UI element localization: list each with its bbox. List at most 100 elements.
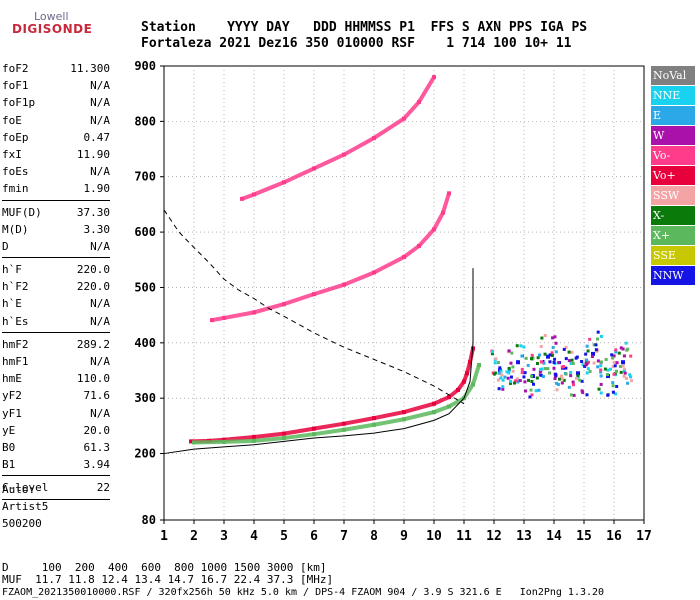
spread-echo — [558, 377, 562, 381]
spread-echo — [617, 351, 621, 355]
echo-point — [465, 371, 469, 376]
echo-point — [432, 227, 436, 232]
param-name: foF2 — [2, 62, 29, 75]
echo-point — [621, 360, 625, 365]
spread-echo — [522, 345, 526, 349]
spread-echo — [551, 336, 555, 340]
param-row: foEs N/A — [2, 163, 110, 180]
spread-echo — [536, 356, 540, 360]
spread-echo — [560, 381, 564, 385]
x-tick-label: 8 — [370, 529, 378, 544]
spread-echo — [560, 377, 564, 381]
spread-echo — [612, 354, 616, 358]
spread-echo — [624, 376, 628, 380]
spread-echo — [618, 364, 622, 368]
spread-echo — [523, 380, 527, 384]
spread-echo — [559, 374, 563, 378]
spread-echo — [580, 389, 584, 393]
spread-echo — [507, 371, 511, 375]
spread-echo — [500, 373, 504, 377]
echo-point — [462, 379, 466, 384]
spread-echo — [542, 361, 546, 365]
param-row: hmE 110.0 — [2, 370, 110, 387]
spread-echo — [499, 369, 503, 373]
spread-echo — [596, 359, 600, 363]
echo-point — [372, 422, 376, 427]
legend-item: Vo- — [651, 146, 695, 165]
param-value: 11.300 — [70, 62, 110, 75]
y-tick-label: 400 — [134, 336, 156, 350]
lowell-logo-text: Lowell — [34, 10, 69, 23]
spread-echo — [520, 367, 524, 371]
echo-point — [591, 351, 595, 356]
spread-echo — [611, 356, 615, 360]
spread-echo — [555, 381, 559, 385]
spread-echo — [567, 385, 571, 389]
header-values: Fortaleza 2021 Dez16 350 010000 RSF 1 71… — [141, 36, 572, 51]
x-tick-label: 16 — [606, 529, 622, 544]
spread-echo — [585, 393, 589, 397]
legend-item: E — [651, 106, 695, 125]
auto-artist: Artist5 — [2, 500, 49, 513]
spread-echo — [552, 366, 556, 370]
spread-echo — [554, 341, 558, 345]
x-tick-label: 7 — [340, 529, 348, 544]
spread-echo — [564, 345, 568, 349]
spread-echo — [623, 371, 627, 375]
echo-point — [402, 255, 406, 260]
spread-echo — [530, 357, 534, 361]
spread-echo — [540, 360, 544, 364]
echo-point — [576, 371, 580, 376]
spread-echo — [569, 370, 573, 374]
spread-echo — [595, 349, 599, 353]
spread-echo — [612, 372, 616, 376]
echo-point — [471, 382, 475, 387]
x-tick-label: 15 — [576, 529, 592, 544]
spread-echo — [622, 369, 626, 373]
echo-point — [432, 75, 436, 80]
spread-echo — [526, 363, 530, 367]
legend-item: X- — [651, 206, 695, 225]
param-name: C-level — [2, 481, 49, 495]
echo-point — [192, 440, 196, 445]
spread-echo — [586, 349, 590, 353]
echo-point — [240, 196, 244, 201]
echo-point — [342, 421, 346, 426]
spread-echo — [543, 352, 547, 356]
spread-echo — [615, 361, 619, 365]
param-value: 71.6 — [83, 389, 111, 403]
spread-echo — [585, 362, 589, 366]
param-value: 110.0 — [76, 372, 110, 386]
spread-echo — [562, 378, 566, 382]
spread-echo — [536, 362, 540, 366]
echo-point — [516, 360, 520, 365]
echo-point — [456, 387, 460, 392]
echo-point — [222, 439, 226, 444]
param-name: M(D) — [2, 222, 29, 236]
param-row: fxI 11.90 — [2, 146, 110, 163]
spread-echo — [604, 357, 608, 361]
spread-echo — [606, 393, 610, 397]
spread-echo — [590, 355, 594, 359]
spread-echo — [580, 360, 584, 364]
spread-echo — [553, 357, 557, 361]
spread-echo — [615, 369, 619, 373]
param-row: M(D) 3.30 — [2, 221, 110, 238]
spread-echo — [534, 389, 538, 393]
param-name: MUF(D) — [2, 205, 42, 219]
echo-trace — [211, 192, 451, 323]
spread-echo — [599, 368, 603, 372]
echo-point — [282, 180, 286, 185]
param-name: B0 — [2, 440, 16, 454]
spread-echo — [535, 376, 539, 380]
spread-echo — [622, 354, 626, 358]
y-tick-label: 300 — [134, 391, 156, 405]
param-separator — [2, 498, 110, 500]
spread-echo — [520, 371, 524, 375]
echo-point — [282, 302, 286, 307]
spread-echo — [629, 354, 633, 358]
spread-echo — [548, 360, 552, 364]
echo-point — [342, 152, 346, 157]
spread-echo — [511, 365, 515, 369]
spread-echo — [508, 381, 512, 385]
